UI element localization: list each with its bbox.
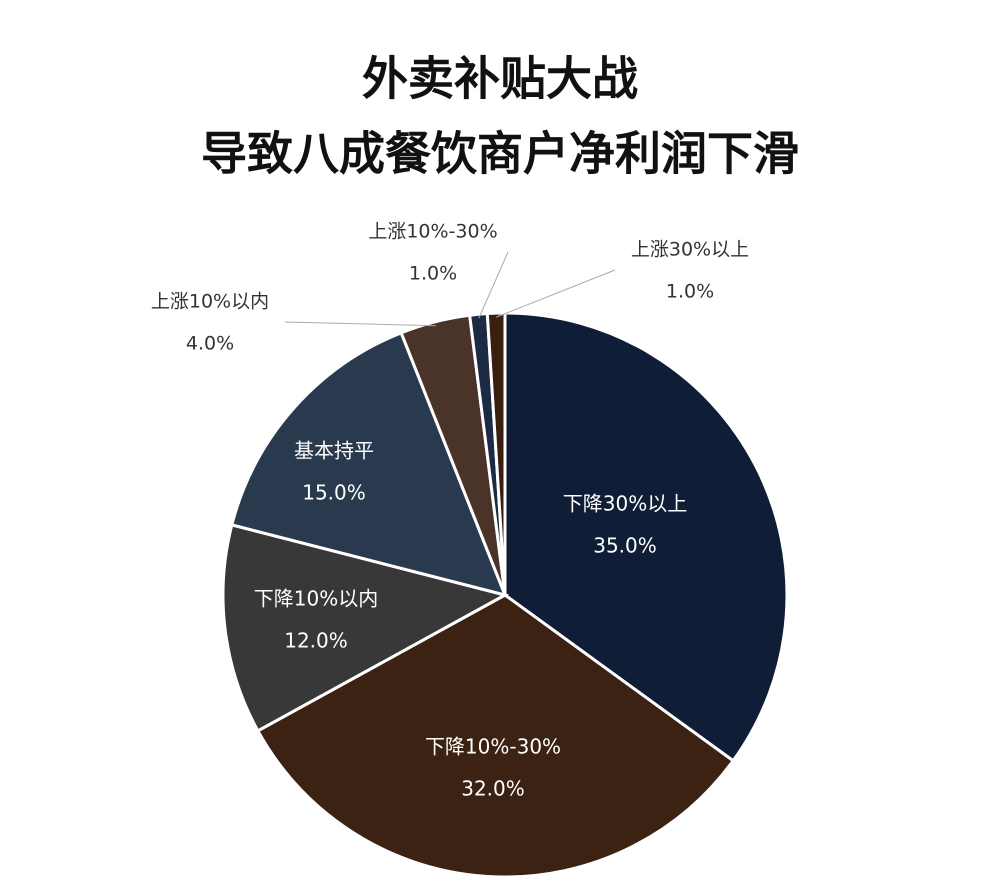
slice-label: 上涨10%-30% xyxy=(368,221,497,243)
slice-label: 上涨30%以上 xyxy=(631,239,749,261)
leader-line xyxy=(496,269,616,318)
value-label: 15.0% xyxy=(302,481,366,505)
chart-title: 外卖补贴大战 xyxy=(362,52,638,106)
leader-line xyxy=(478,251,509,319)
slice-label: 下降30%以上 xyxy=(563,492,687,516)
value-label: 32.0% xyxy=(461,777,525,801)
slice-label: 下降10%-30% xyxy=(425,735,561,759)
value-label: 12.0% xyxy=(284,629,348,653)
value-label: 35.0% xyxy=(593,534,657,558)
value-label: 1.0% xyxy=(409,263,457,285)
slice-label: 下降10%以内 xyxy=(254,587,378,611)
pie-slice xyxy=(485,311,507,596)
pie-slice xyxy=(255,593,736,877)
slice-label: 上涨10%以内 xyxy=(151,291,269,313)
pie-slice xyxy=(221,523,510,733)
slice-label: 基本持平 xyxy=(294,439,374,463)
value-label: 4.0% xyxy=(186,333,234,355)
chart-title: 导致八成餐饮商户净利润下滑 xyxy=(201,127,799,181)
value-label: 1.0% xyxy=(666,281,714,303)
pie-slice xyxy=(503,311,789,763)
leader-line xyxy=(284,321,436,327)
pie-slice xyxy=(230,330,508,598)
